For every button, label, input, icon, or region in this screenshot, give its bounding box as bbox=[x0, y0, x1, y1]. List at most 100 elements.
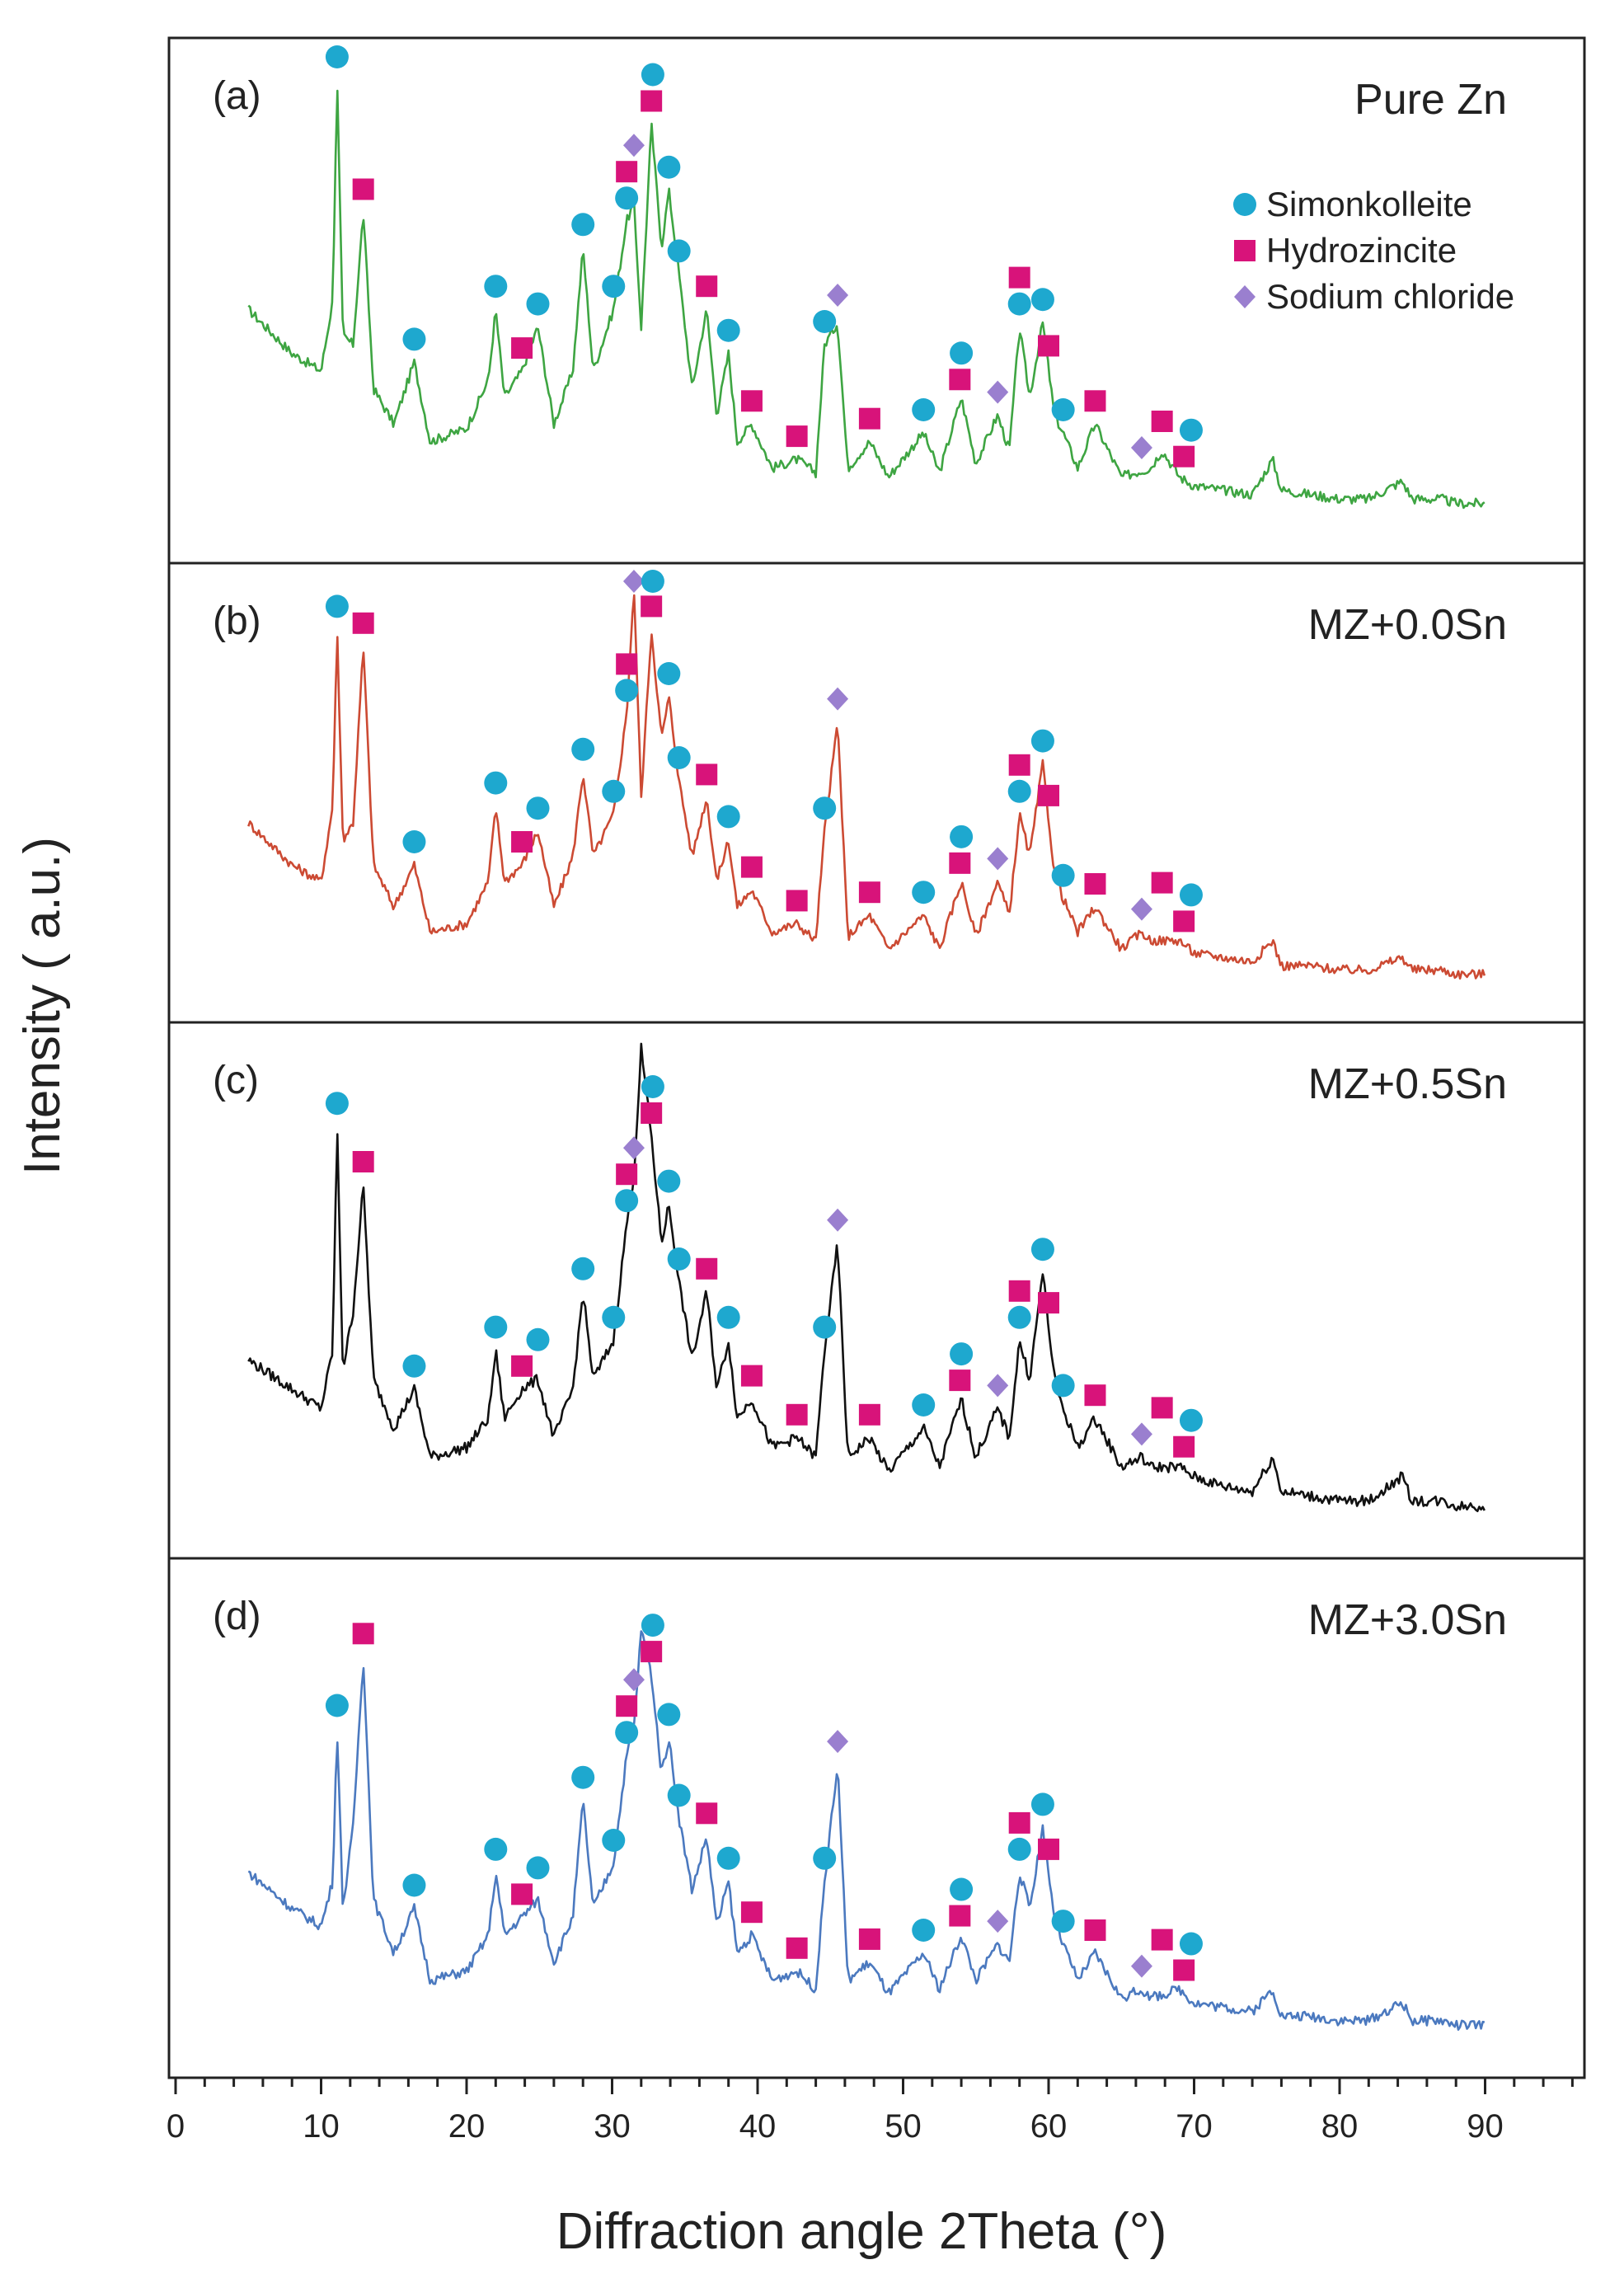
simonkolleite-marker bbox=[641, 1614, 664, 1637]
hydrozincite-marker bbox=[511, 831, 533, 853]
simonkolleite-marker bbox=[950, 825, 974, 848]
simonkolleite-marker bbox=[1179, 418, 1203, 442]
simonkolleite-marker bbox=[615, 186, 639, 210]
simonkolleite-marker bbox=[950, 1342, 974, 1366]
simonkolleite-marker bbox=[1007, 292, 1031, 316]
sodium-chloride-marker bbox=[1130, 897, 1152, 921]
hydrozincite-marker bbox=[949, 1370, 971, 1392]
simonkolleite-marker bbox=[912, 881, 936, 904]
hydrozincite-marker bbox=[1084, 1919, 1106, 1941]
x-tick-label: 30 bbox=[594, 2108, 631, 2145]
panel-letter: (a) bbox=[213, 74, 261, 118]
panel-sample-name: MZ+0.0Sn bbox=[1308, 601, 1507, 649]
x-tick-label: 70 bbox=[1176, 2108, 1213, 2145]
simonkolleite-marker bbox=[571, 213, 595, 237]
hydrozincite-marker bbox=[1038, 335, 1059, 357]
sodium-chloride-marker bbox=[622, 134, 645, 157]
simonkolleite-marker bbox=[1051, 1910, 1075, 1933]
simonkolleite-marker bbox=[716, 1846, 740, 1870]
simonkolleite-marker bbox=[484, 1837, 508, 1861]
simonkolleite-marker bbox=[950, 341, 974, 365]
panel-labels: (a) Pure Zn (b) MZ+0.0Sn (c) MZ+0.5Sn (d) MZ+3.… bbox=[213, 74, 1507, 1644]
simonkolleite-marker bbox=[657, 1169, 681, 1193]
hydrozincite-marker bbox=[352, 1151, 374, 1172]
panel-letter: (d) bbox=[213, 1595, 261, 1638]
simonkolleite-marker bbox=[1051, 863, 1075, 887]
hydrozincite-marker bbox=[858, 1928, 880, 1950]
hydrozincite-marker bbox=[641, 1102, 663, 1124]
trace-1 bbox=[247, 594, 1486, 980]
trace-0 bbox=[247, 89, 1486, 510]
simonkolleite-marker bbox=[571, 1765, 595, 1789]
hydrozincite-marker bbox=[1084, 390, 1106, 412]
panel-sample-name: MZ+3.0Sn bbox=[1308, 1596, 1507, 1644]
hydrozincite-marker bbox=[511, 1883, 533, 1905]
hydrozincite-marker bbox=[1084, 1384, 1106, 1407]
sodium-chloride-marker bbox=[622, 570, 645, 593]
simonkolleite-marker bbox=[615, 1189, 639, 1213]
hydrozincite-marker bbox=[1038, 1838, 1059, 1860]
simonkolleite-marker bbox=[912, 1919, 936, 1942]
hydrozincite-marker bbox=[641, 90, 663, 112]
simonkolleite-marker bbox=[526, 796, 550, 820]
simonkolleite-marker bbox=[402, 1873, 426, 1897]
sodium-chloride-marker bbox=[1130, 436, 1152, 460]
sodium-chloride-marker bbox=[827, 284, 849, 307]
hydrozincite-marker bbox=[786, 425, 808, 448]
hydrozincite-marker bbox=[786, 1937, 808, 1959]
simonkolleite-marker bbox=[813, 1846, 837, 1870]
simonkolleite-marker bbox=[615, 1721, 639, 1745]
trace-3 bbox=[247, 1630, 1486, 2031]
simonkolleite-marker bbox=[1007, 1837, 1031, 1861]
sodium-chloride-marker bbox=[1130, 1954, 1152, 1978]
hydrozincite-marker bbox=[1151, 411, 1173, 433]
simonkolleite-marker bbox=[1007, 1305, 1031, 1329]
x-tick-label: 80 bbox=[1321, 2108, 1359, 2145]
hydrozincite-marker bbox=[740, 856, 763, 878]
hydrozincite-marker bbox=[1084, 873, 1106, 895]
simonkolleite-marker bbox=[402, 1354, 426, 1378]
simonkolleite-marker bbox=[667, 1783, 691, 1807]
simonkolleite-marker bbox=[813, 1315, 837, 1339]
simonkolleite-marker bbox=[641, 1075, 664, 1098]
hydrozincite-marker bbox=[740, 1365, 763, 1387]
hydrozincite-marker bbox=[1173, 1959, 1195, 1981]
sodium-chloride-marker bbox=[987, 1910, 1009, 1933]
x-axis: 0 10 20 30 40 50 60 70 80 90 bbox=[167, 2078, 1574, 2145]
hydrozincite-marker bbox=[1173, 910, 1195, 933]
hydrozincite-marker bbox=[1234, 240, 1256, 261]
hydrozincite-marker bbox=[1008, 266, 1030, 289]
sodium-chloride-marker bbox=[622, 1136, 645, 1160]
simonkolleite-marker bbox=[602, 779, 626, 803]
hydrozincite-marker bbox=[740, 390, 763, 412]
hydrozincite-marker bbox=[1038, 784, 1059, 806]
simonkolleite-marker bbox=[950, 1877, 974, 1901]
simonkolleite-marker bbox=[912, 1393, 936, 1416]
simonkolleite-marker bbox=[1233, 193, 1256, 216]
hydrozincite-marker bbox=[1008, 1811, 1030, 1834]
trace-2 bbox=[247, 1042, 1486, 1512]
panel-frames bbox=[167, 36, 1586, 2079]
sodium-chloride-marker bbox=[827, 687, 849, 711]
hydrozincite-marker bbox=[1038, 1292, 1059, 1314]
hydrozincite-marker bbox=[949, 852, 971, 874]
simonkolleite-marker bbox=[641, 63, 664, 87]
hydrozincite-marker bbox=[858, 881, 880, 904]
hydrozincite-marker bbox=[1173, 445, 1195, 467]
simonkolleite-marker bbox=[667, 239, 691, 263]
hydrozincite-marker bbox=[616, 1695, 638, 1717]
panel-letter: (b) bbox=[213, 599, 261, 643]
sodium-chloride-marker bbox=[1234, 285, 1256, 308]
simonkolleite-marker bbox=[325, 1694, 349, 1717]
simonkolleite-marker bbox=[657, 662, 681, 685]
simonkolleite-marker bbox=[484, 771, 508, 795]
simonkolleite-marker bbox=[602, 1829, 626, 1852]
sodium-chloride-marker bbox=[622, 1668, 645, 1692]
panel-sample-name: Pure Zn bbox=[1354, 76, 1507, 124]
simonkolleite-marker bbox=[1179, 1932, 1203, 1956]
simonkolleite-marker bbox=[484, 275, 508, 298]
simonkolleite-marker bbox=[1030, 1238, 1054, 1261]
hydrozincite-marker bbox=[1008, 754, 1030, 776]
simonkolleite-marker bbox=[716, 318, 740, 342]
